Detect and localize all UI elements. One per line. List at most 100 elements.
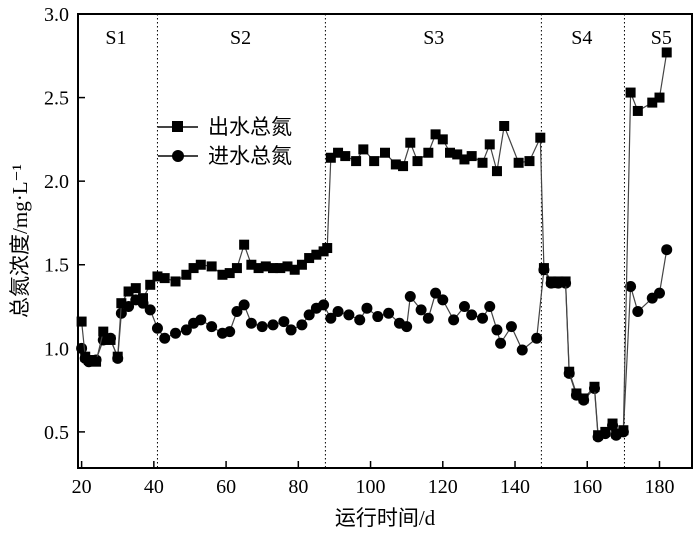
influent-square-marker — [195, 259, 206, 270]
phase-label: S2 — [230, 27, 251, 49]
effluent-circle-marker — [285, 324, 297, 336]
effluent-circle-marker — [361, 302, 373, 314]
influent-square-marker — [398, 161, 409, 172]
effluent-circle-marker — [267, 319, 279, 331]
influent-square-marker — [181, 269, 192, 280]
y-axis-title: 总氮浓度/mg·L⁻¹ — [8, 164, 32, 318]
influent-square-marker — [589, 381, 600, 392]
influent-square-marker — [412, 156, 423, 167]
legend-item-influent: 出水总氮 — [158, 114, 292, 140]
influent-square-marker — [105, 334, 116, 345]
effluent-circle-marker — [458, 301, 470, 313]
effluent-circle-marker — [625, 280, 637, 292]
influent-square-marker — [661, 47, 672, 58]
influent-square-marker — [654, 92, 665, 103]
influent-square-marker — [625, 87, 636, 98]
influent-square-marker — [98, 326, 109, 337]
effluent-circle-marker — [245, 317, 257, 329]
influent-square-marker — [647, 97, 658, 108]
effluent-circle-marker — [354, 314, 366, 326]
effluent-circle-marker — [505, 321, 517, 333]
influent-square-marker — [593, 430, 604, 441]
influent-square-marker — [466, 151, 477, 162]
influent-square-marker — [611, 428, 622, 439]
x-tick-label: 180 — [644, 476, 674, 498]
effluent-circle-marker — [484, 301, 496, 313]
y-tick-label: 1.0 — [44, 338, 69, 360]
influent-square-marker — [380, 147, 390, 158]
influent-square-marker — [260, 261, 271, 272]
y-tick-label: 0.5 — [44, 422, 69, 444]
x-tick-label: 140 — [500, 476, 530, 498]
influent-square-marker — [91, 356, 102, 367]
x-tick-label: 20 — [72, 476, 92, 498]
effluent-circle-marker — [448, 314, 460, 326]
influent-square-marker — [524, 156, 535, 167]
effluent-circle-marker — [224, 326, 236, 338]
influent-square-marker — [145, 279, 156, 290]
influent-square-marker — [358, 144, 369, 155]
influent-square-marker — [311, 249, 322, 260]
effluent-circle-marker — [404, 290, 416, 302]
influent-square-marker — [437, 134, 448, 145]
influent-square-marker — [159, 273, 170, 284]
influent-square-marker — [553, 276, 564, 287]
influent-square-marker — [632, 105, 643, 116]
influent-square-marker — [322, 243, 333, 254]
x-tick-label: 80 — [288, 476, 308, 498]
effluent-circle-marker — [477, 312, 489, 324]
influent-square-marker — [112, 351, 123, 362]
influent-square-marker — [282, 261, 293, 272]
influent-square-marker — [275, 263, 286, 274]
effluent-circle-marker — [516, 344, 528, 356]
effluent-circle-marker — [430, 287, 442, 299]
legend-influent-marker — [158, 120, 198, 134]
influent-square-marker — [390, 159, 401, 170]
influent-square-marker — [369, 156, 380, 167]
phase-label: S4 — [571, 27, 592, 49]
influent-square-marker — [351, 156, 362, 167]
y-tick-label: 3.0 — [44, 4, 69, 26]
y-tick-label: 2.5 — [44, 88, 69, 110]
influent-square-marker — [340, 151, 351, 162]
effluent-circle-marker — [180, 324, 192, 336]
effluent-circle-marker — [206, 321, 218, 333]
influent-square-marker — [76, 316, 87, 327]
legend-influent-label: 出水总氮 — [208, 114, 292, 139]
influent-square-marker — [246, 259, 257, 270]
legend-item-effluent: 进水总氮 — [158, 143, 292, 169]
effluent-circle-marker — [278, 316, 290, 328]
influent-square-marker — [325, 152, 336, 163]
influent-square-marker — [224, 268, 235, 279]
effluent-circle-marker — [256, 321, 268, 333]
effluent-circle-marker — [318, 299, 330, 311]
influent-square-marker — [538, 263, 549, 274]
influent-square-marker — [459, 154, 470, 165]
influent-square-marker — [445, 147, 456, 158]
effluent-circle-marker — [231, 306, 243, 318]
effluent-circle-marker — [238, 299, 250, 311]
series-influent-line — [81, 52, 668, 437]
legend-effluent-label: 进水总氮 — [208, 143, 292, 168]
effluent-circle-marker — [491, 324, 503, 336]
effluent-circle-marker — [332, 306, 344, 318]
influent-square-marker — [607, 418, 618, 429]
influent-square-marker — [304, 253, 315, 264]
square-marker-icon — [172, 121, 183, 132]
x-tick-label: 40 — [144, 476, 164, 498]
influent-square-marker — [513, 157, 524, 168]
influent-square-marker — [268, 263, 279, 274]
influent-square-marker — [571, 388, 582, 399]
effluent-circle-marker — [170, 327, 182, 339]
effluent-circle-marker — [632, 306, 644, 318]
influent-square-marker — [217, 269, 228, 280]
legend-effluent-marker — [158, 149, 198, 163]
effluent-circle-marker — [437, 294, 449, 306]
effluent-circle-marker — [144, 304, 156, 316]
influent-square-marker — [123, 286, 134, 297]
influent-square-marker — [430, 129, 441, 140]
x-tick-label: 60 — [216, 476, 236, 498]
influent-square-marker — [499, 120, 510, 131]
effluent-circle-marker — [661, 244, 673, 256]
